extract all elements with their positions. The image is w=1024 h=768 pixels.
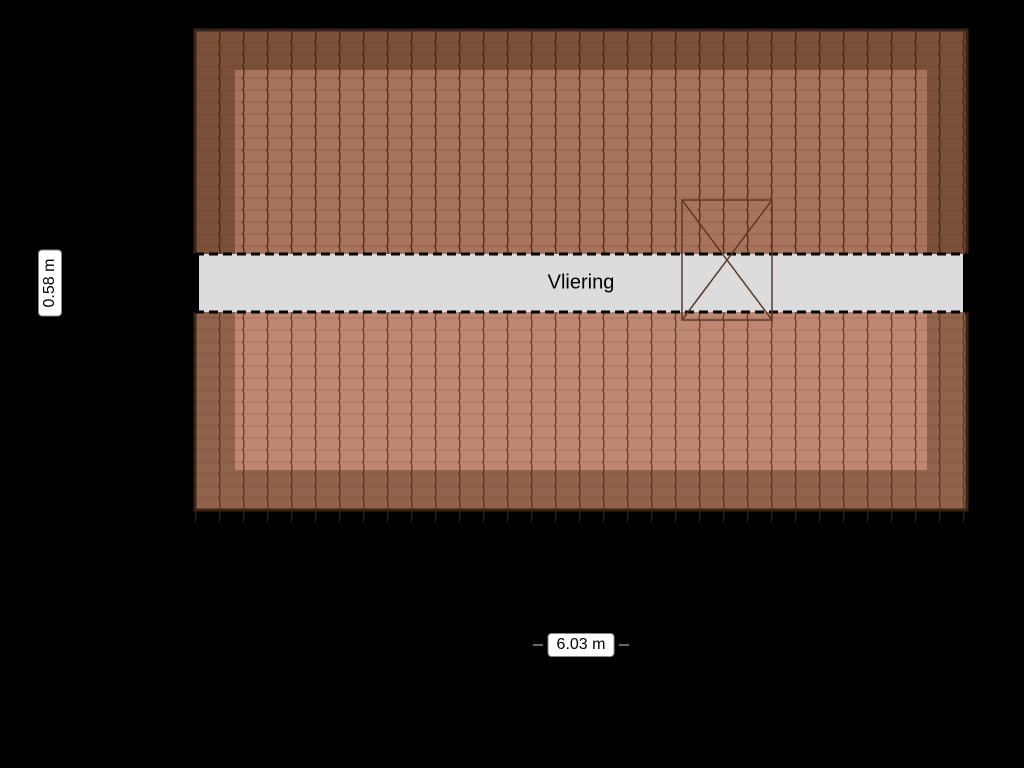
floorplan-svg: [0, 0, 1024, 768]
dimension-width-label: 6.03 m: [548, 633, 615, 657]
dimension-height-label: 0.58 m: [38, 250, 62, 317]
room-label-vliering: Vliering: [548, 272, 615, 295]
floorplan-stage: 6.03 m 0.58 m Vliering: [0, 0, 1024, 768]
